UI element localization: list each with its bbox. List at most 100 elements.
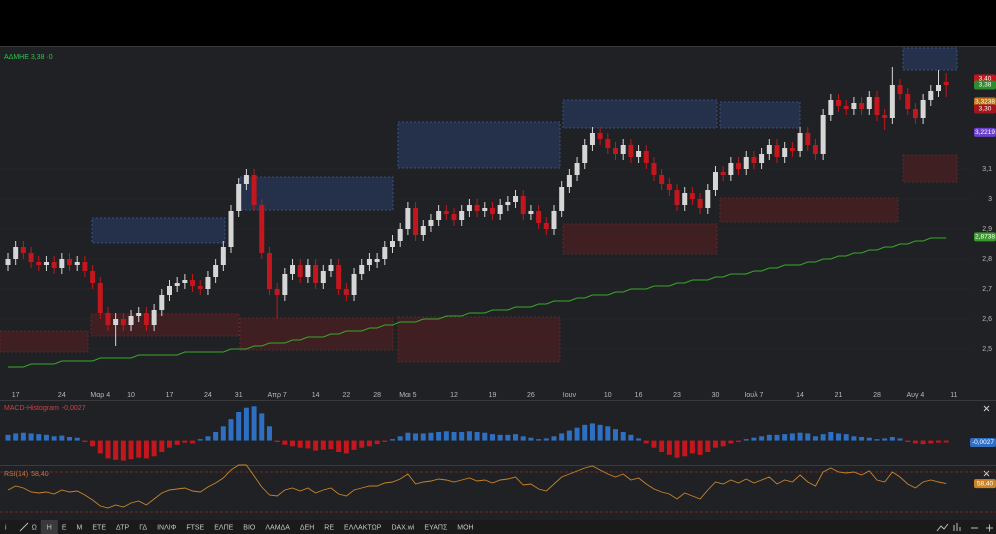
toolbar-item[interactable]: ΓΔ	[139, 524, 147, 531]
macd-bar	[905, 440, 911, 442]
pen-icon[interactable]	[19, 522, 29, 532]
candle-body	[935, 85, 941, 91]
moving-average-line	[8, 237, 947, 368]
toolbar-label[interactable]: ΛΑΜΔΑ	[265, 524, 290, 531]
candle-body	[789, 148, 795, 151]
toolbar-active-bg	[40, 520, 58, 534]
toolbar-label[interactable]: FTSE	[186, 524, 204, 531]
toolbar-label[interactable]: ΕΛΛΑΚΤΩΡ	[344, 524, 382, 531]
candle-body	[374, 259, 380, 262]
toolbar-label[interactable]: DAX.wi	[391, 524, 414, 531]
macd-bar	[443, 431, 449, 441]
candle-body	[74, 262, 80, 265]
toolbar-label[interactable]: Η	[47, 524, 52, 531]
candle-body	[67, 259, 73, 265]
toolbar-label[interactable]: ΙΝΛΙΦ	[157, 524, 177, 531]
toolbar-item[interactable]: ΕΥΑΠΣ	[424, 524, 448, 531]
toolbar-label[interactable]: ΕΛΠΕ	[214, 524, 233, 531]
toolbar-label[interactable]: Ω	[32, 524, 37, 531]
candle-body	[920, 100, 926, 118]
macd-bar	[205, 436, 211, 441]
toolbar-item[interactable]: ΔΕΗ	[300, 524, 314, 531]
toolbar-item[interactable]: Ω	[32, 524, 37, 531]
macd-bar	[320, 440, 326, 450]
candle-body	[482, 208, 488, 211]
macd-last-label: -0,0027	[972, 439, 994, 446]
toolbar-item[interactable]: ΙΝΛΙΦ	[157, 524, 177, 531]
macd-bar	[843, 434, 849, 441]
macd-last-marker	[970, 438, 996, 447]
macd-bar	[20, 432, 26, 441]
candle-body	[543, 223, 549, 229]
toolbar-item[interactable]: FTSE	[186, 524, 204, 531]
price-marker	[974, 80, 996, 90]
macd-bar	[297, 440, 303, 448]
toolbar-label[interactable]: ΕΥΑΠΣ	[424, 524, 448, 531]
zones	[0, 47, 958, 363]
toolbar-item[interactable]: DAX.wi	[391, 524, 414, 531]
toolbar-label[interactable]: i	[5, 524, 7, 531]
toolbar-item[interactable]: ΕΛΠΕ	[214, 524, 233, 531]
toolbar-label[interactable]: RE	[324, 524, 334, 531]
toolbar-item[interactable]: ΛΑΜΔΑ	[265, 524, 290, 531]
toolbar-label[interactable]: ΓΔ	[139, 524, 147, 531]
macd-bar	[705, 440, 711, 452]
top-bar	[0, 0, 996, 46]
toolbar-label[interactable]: ΕΤΕ	[92, 524, 106, 531]
toolbar-right-icons[interactable]	[936, 523, 993, 532]
macd-bar	[482, 432, 488, 441]
close-rsi[interactable]	[983, 470, 990, 477]
close-icon[interactable]	[983, 470, 990, 477]
y-tick-label: 2,7	[982, 286, 992, 293]
macd-bar	[943, 440, 949, 443]
candle-body	[874, 97, 880, 115]
candle-body	[128, 316, 134, 325]
macd-bar	[120, 440, 126, 461]
macd-bar	[436, 432, 442, 441]
close-icon[interactable]	[983, 405, 990, 412]
toolbar-label[interactable]: ΒΙΟ	[243, 524, 256, 531]
toolbar-label[interactable]: Ε	[62, 524, 67, 531]
x-tick-label: 24	[204, 392, 212, 399]
candle-body	[236, 184, 242, 211]
candle-body	[190, 280, 196, 286]
toolbar-label[interactable]: ΔΤΡ	[116, 524, 130, 531]
macd-bar	[774, 434, 780, 441]
toolbar-item[interactable]: i	[5, 524, 7, 531]
toolbar-label[interactable]: ΜΟΗ	[457, 524, 473, 531]
macd-bar	[736, 440, 742, 442]
macd-bar	[636, 438, 642, 441]
toolbar-label[interactable]: Μ	[77, 524, 83, 531]
toolbar-item[interactable]: ΔΤΡ	[116, 524, 130, 531]
toolbar-item[interactable]: ΜΟΗ	[457, 524, 473, 531]
x-tick-label: 14	[312, 392, 320, 399]
x-tick-label: 24	[58, 392, 66, 399]
toolbar-item[interactable]: ΕΛΛΑΚΤΩΡ	[344, 524, 382, 531]
macd-bar	[97, 440, 103, 454]
macd-bar	[59, 435, 65, 441]
macd-bar	[313, 440, 319, 451]
support-zone	[0, 330, 89, 353]
macd-bar	[236, 412, 242, 441]
y-tick-label: 3,1	[982, 166, 992, 173]
toolbar-item[interactable]: RE	[324, 524, 334, 531]
macd-bar	[643, 440, 649, 444]
candle-body	[812, 145, 818, 154]
toolbar-item[interactable]: Ε	[62, 524, 67, 531]
zoom-in-icon[interactable]	[986, 524, 993, 532]
toolbar-item[interactable]: ΕΤΕ	[92, 524, 106, 531]
toolbar-item[interactable]: Μ	[77, 524, 83, 531]
toolbar-item[interactable]: Η	[40, 520, 58, 534]
close-macd[interactable]	[983, 405, 990, 412]
candle-body	[274, 289, 280, 295]
toolbar-item[interactable]: ΒΙΟ	[243, 524, 256, 531]
macd-last: -0,0027	[62, 405, 86, 412]
toolbar-label[interactable]: ΔΕΗ	[300, 524, 314, 531]
candle-body	[243, 175, 249, 184]
macd-bar	[766, 434, 772, 441]
candle-body	[828, 100, 834, 115]
chart-type-icon[interactable]	[936, 523, 949, 532]
candle-body	[182, 280, 188, 283]
macd-bar	[343, 440, 349, 454]
bars-icon[interactable]	[953, 523, 961, 531]
